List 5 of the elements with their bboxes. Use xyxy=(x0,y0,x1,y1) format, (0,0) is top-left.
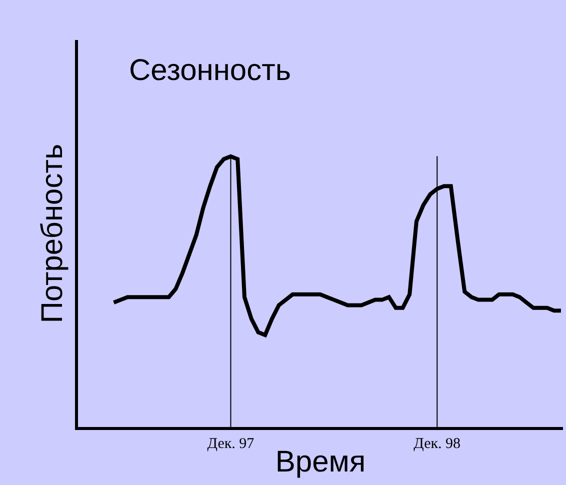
x-axis-title: Время xyxy=(275,446,366,478)
chart-title: Сезонность xyxy=(129,54,291,87)
x-tick-label: Дек. 97 xyxy=(207,436,255,452)
y-axis-title: Потребность xyxy=(36,144,69,324)
x-tick-label: Дек. 98 xyxy=(414,436,461,452)
